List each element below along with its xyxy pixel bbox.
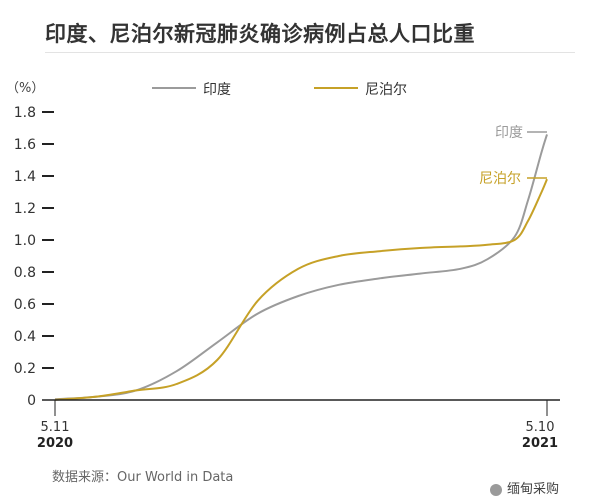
x-label-start-day: 5.11 [41,420,70,435]
end-label-nepal: 尼泊尔 [479,171,521,187]
series-line-nepal [54,178,548,401]
brand-name: 缅甸采购 [507,482,560,497]
series-lines [54,134,548,401]
y-tick-label: 1.2 [14,201,36,217]
x-label-end-day: 5.10 [526,420,555,435]
y-tick-label: 1.8 [14,105,36,121]
y-tick-label: 1.6 [14,137,36,153]
x-label-end-year: 2021 [522,436,558,451]
series-line-india [54,134,548,401]
y-tick-label: 0.4 [14,329,36,345]
legend-india-label: 印度 [203,82,231,98]
y-axis: 0 0.2 0.4 0.6 0.8 1.0 1.2 1.4 1.6 1.8 [14,105,54,409]
y-tick-label: 0.8 [14,265,36,281]
y-tick-label: 0.2 [14,361,36,377]
y-tick-label: 1.0 [14,233,36,249]
wechat-icon [490,483,502,496]
y-tick-label: 0.6 [14,297,36,313]
legend-nepal-label: 尼泊尔 [365,82,407,98]
brand-watermark: 缅甸采购 [490,478,559,497]
end-label-india: 印度 [495,125,523,141]
y-axis-unit-label: （%） [6,81,44,96]
legend: 印度 尼泊尔 [152,82,407,98]
chart-title: 印度、尼泊尔新冠肺炎确诊病例占总人口比重 [45,22,475,46]
y-tick-label: 0 [27,393,36,409]
title-divider [45,52,575,53]
y-tick-label: 1.4 [14,169,36,185]
data-source-note: 数据来源：Our World in Data [52,470,234,485]
x-label-start-year: 2020 [37,436,73,451]
